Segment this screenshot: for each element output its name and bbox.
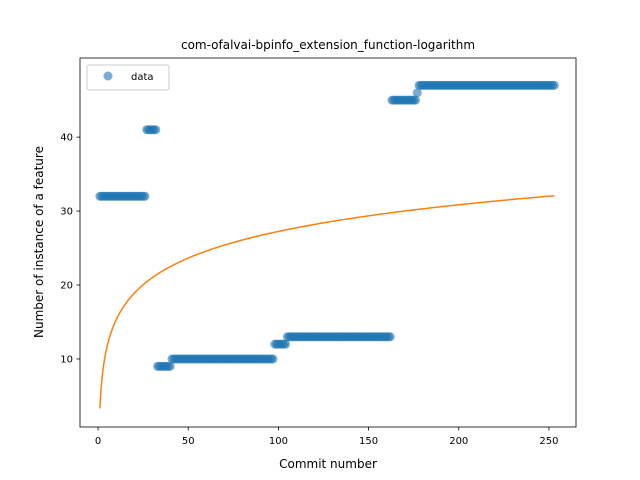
legend-label-data: data [131, 72, 154, 83]
y-tick-label: 10 [60, 354, 73, 365]
chart-title: com-ofalvai-bpinfo_extension_function-lo… [181, 38, 475, 52]
data-point [140, 191, 150, 201]
legend: data [86, 64, 170, 91]
plot-frame [79, 57, 577, 428]
data-point [385, 332, 395, 342]
plot-area [80, 58, 576, 427]
x-tick-label: 200 [449, 436, 468, 447]
x-tick-label: 250 [539, 436, 558, 447]
x-axis-label: Commit number [279, 457, 377, 471]
data-point [410, 95, 420, 105]
data-point [151, 125, 161, 135]
y-axis-label: Number of instance of a feature [32, 146, 46, 338]
y-tick-label: 40 [60, 133, 73, 144]
data-point [165, 361, 175, 371]
x-tick-label: 50 [182, 436, 195, 447]
legend-marker [103, 71, 113, 81]
y-tick-label: 20 [60, 281, 73, 292]
data-point [281, 339, 291, 349]
x-tick-label: 150 [359, 436, 378, 447]
data-point [412, 88, 422, 98]
x-axis-ticks: 0 50 100 150 200 250 [95, 427, 558, 447]
x-tick-label: 100 [269, 436, 288, 447]
chart-marks [95, 80, 559, 409]
y-axis-ticks: 10 20 30 40 [60, 133, 80, 365]
data-point [268, 354, 278, 364]
x-tick-label: 0 [95, 436, 101, 447]
y-tick-label: 30 [60, 207, 73, 218]
data-point [549, 80, 559, 90]
fit-line [99, 194, 555, 409]
legend-box [86, 64, 170, 91]
